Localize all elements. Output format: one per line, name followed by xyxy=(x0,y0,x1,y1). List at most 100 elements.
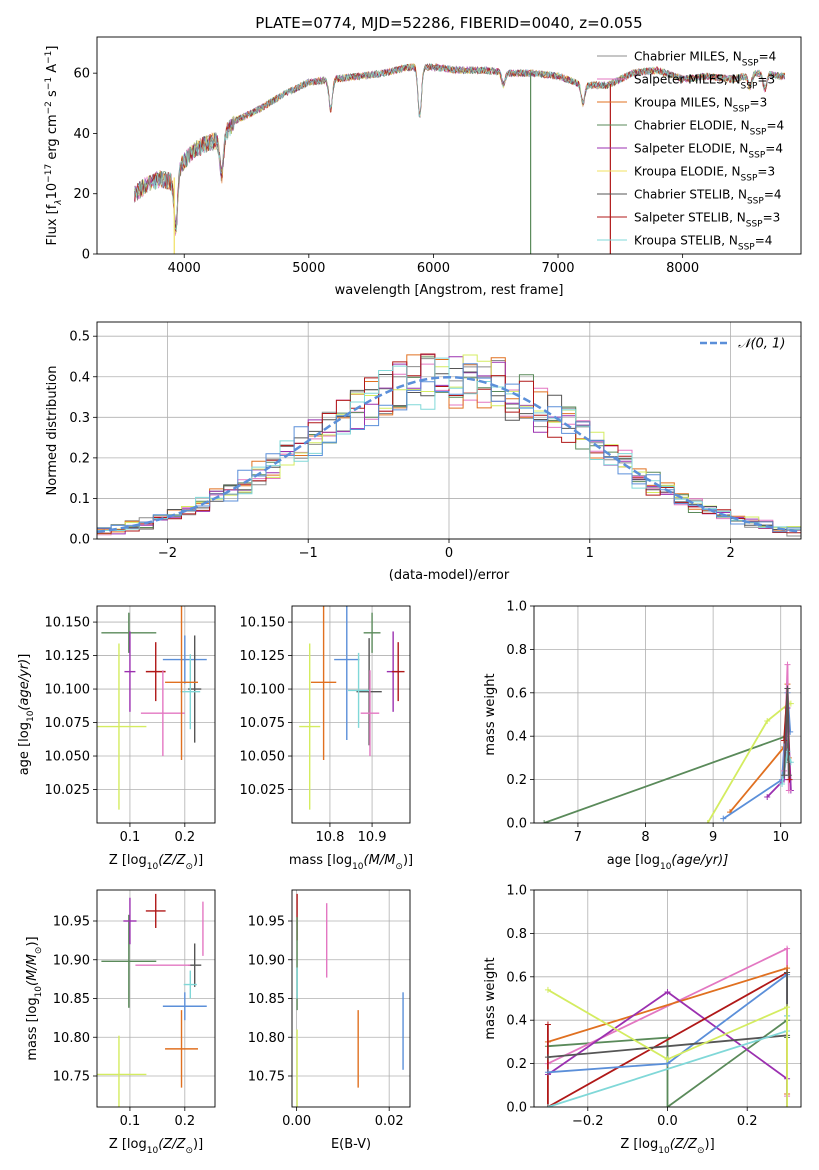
y-tick-label: 10.80 xyxy=(53,1031,90,1046)
weight-marker xyxy=(779,780,786,787)
x-tick-label: 8000 xyxy=(666,261,699,276)
y-tick-label: 10.150 xyxy=(240,616,286,631)
age-vs-metallicity-plot: 0.1 0.2 10.025 10.050 10.075 10.100 10.125 10.1… xyxy=(17,605,216,872)
x-tick-label: 0 xyxy=(445,546,453,561)
spectrum-series-line xyxy=(134,62,786,231)
errorbar-point xyxy=(360,670,380,757)
weight-marker xyxy=(784,661,791,668)
errorbar-point xyxy=(180,654,201,730)
y-tick-label: 10.150 xyxy=(45,616,91,631)
y-tick-label: 0.2 xyxy=(69,451,90,466)
x-axis-label: Z [log10(Z/Z⊙)] xyxy=(109,1137,203,1156)
x-tick-label: 9 xyxy=(709,830,717,845)
x-tick-label: −2 xyxy=(158,546,177,561)
y-axis-label: mass weight xyxy=(483,673,498,755)
weight-marker xyxy=(784,969,791,976)
y-tick-label: 0.4 xyxy=(69,370,90,385)
x-tick-label: 0.2 xyxy=(174,1114,195,1129)
weight-marker xyxy=(785,787,792,794)
errorbar-series xyxy=(97,606,207,810)
legend-entry: Kroupa STELIB, NSSP=4 xyxy=(634,234,772,253)
errorbar-point xyxy=(356,638,382,746)
errorbar-point xyxy=(391,642,405,702)
histogram-series xyxy=(97,353,801,537)
plot-frame xyxy=(96,321,802,540)
y-tick-label: 10.100 xyxy=(45,683,91,698)
weight-marker xyxy=(784,1104,791,1107)
spectrum-legend: Chabrier MILES, NSSP=4 Salpeter MILES, NS… xyxy=(597,50,784,253)
legend-entry: Kroupa MILES, NSSP=3 xyxy=(634,96,767,115)
y-tick-label: 10.90 xyxy=(248,953,285,968)
weight-vs-metallicity-plot: −0.2 0.0 0.2 0.0 0.2 0.4 0.6 0.8 1.0 mass weight Z… xyxy=(483,884,802,1156)
y-tick-label: 20 xyxy=(73,187,90,202)
x-tick-label: 5000 xyxy=(292,261,325,276)
y-tick-label: 0 xyxy=(82,248,90,263)
errorbar-point xyxy=(363,612,381,653)
y-tick-label: 0.8 xyxy=(506,643,527,658)
y-tick-label: 10.075 xyxy=(240,716,286,731)
x-tick-label: 7 xyxy=(574,830,582,845)
weight-marker xyxy=(785,772,792,779)
y-tick-label: 0.3 xyxy=(69,411,90,426)
errorbar-point xyxy=(165,606,198,761)
y-tick-label: 40 xyxy=(73,127,90,142)
errorbar-point xyxy=(101,914,157,1008)
legend-entry: 𝒩(0, 1) xyxy=(738,337,785,352)
weight-marker xyxy=(720,815,727,822)
errorbar-series xyxy=(97,893,207,1107)
x-tick-label: 0.0 xyxy=(657,1114,678,1129)
legend-entry: Salpeter ELODIE, NSSP=4 xyxy=(634,142,783,161)
x-tick-label: 10.8 xyxy=(315,830,344,845)
weight-series-line xyxy=(729,684,790,813)
errorbar-point xyxy=(162,635,207,684)
y-tick-label: 0.2 xyxy=(506,1057,527,1072)
weight-series-line xyxy=(547,971,788,1107)
x-tick-label: 0.02 xyxy=(375,1114,404,1129)
x-tick-label: 4000 xyxy=(168,261,201,276)
y-tick-label: 10.025 xyxy=(240,783,286,798)
y-axis-label: mass [log10(M/M⊙)] xyxy=(25,936,44,1060)
x-tick-label: 8 xyxy=(641,830,649,845)
weight-series xyxy=(544,945,791,1107)
y-axis-label: mass weight xyxy=(483,957,498,1039)
weight-marker xyxy=(764,793,771,800)
x-axis-label: (data-model)/error xyxy=(389,568,510,583)
x-tick-label: −0.2 xyxy=(572,1114,604,1129)
x-tick-label: 7000 xyxy=(541,261,574,276)
x-tick-label: 0.2 xyxy=(737,1114,758,1129)
errorbar-point xyxy=(124,631,136,712)
y-tick-label: 10.050 xyxy=(45,750,91,765)
y-tick-label: 1.0 xyxy=(506,600,527,615)
x-axis-label: Z [log10(Z/Z⊙)] xyxy=(109,853,203,872)
errorbar-point xyxy=(140,670,185,757)
weight-series-line xyxy=(706,702,791,823)
weight-series-line xyxy=(547,989,788,1107)
y-tick-label: 10.050 xyxy=(240,750,286,765)
x-tick-label: 0.2 xyxy=(174,830,195,845)
plot-frame xyxy=(291,605,411,824)
x-axis-label: age [log10(age/yr)] xyxy=(607,853,729,872)
y-tick-label: 60 xyxy=(73,67,90,82)
y-tick-label: 10.95 xyxy=(248,915,285,930)
residual-histogram-plot: −2 −1 0 1 2 0.0 0.1 0.2 0.3 0.4 0.5 𝒩(0, 1) (data-mo… xyxy=(45,321,802,583)
y-tick-label: 0.8 xyxy=(506,927,527,942)
errorbar-point xyxy=(97,1035,147,1107)
legend-entry: Salpeter STELIB, NSSP=3 xyxy=(634,211,780,230)
y-tick-label: 0.4 xyxy=(506,730,527,745)
errorbar-point xyxy=(334,606,360,740)
plot-frame xyxy=(96,889,216,1108)
plot-frame xyxy=(291,889,411,1108)
plot-frame xyxy=(533,605,802,824)
weight-marker xyxy=(784,1004,791,1011)
weight-marker xyxy=(544,986,551,993)
weight-marker xyxy=(784,945,791,952)
x-tick-label: 2 xyxy=(726,546,734,561)
weight-marker xyxy=(664,988,671,995)
weight-marker xyxy=(784,685,791,692)
y-tick-label: 10.95 xyxy=(53,915,90,930)
plot-frame xyxy=(96,36,802,255)
x-axis-label: Z [log10(Z/Z⊙)] xyxy=(620,1137,714,1156)
weight-marker xyxy=(541,820,548,823)
weight-marker xyxy=(786,776,793,783)
